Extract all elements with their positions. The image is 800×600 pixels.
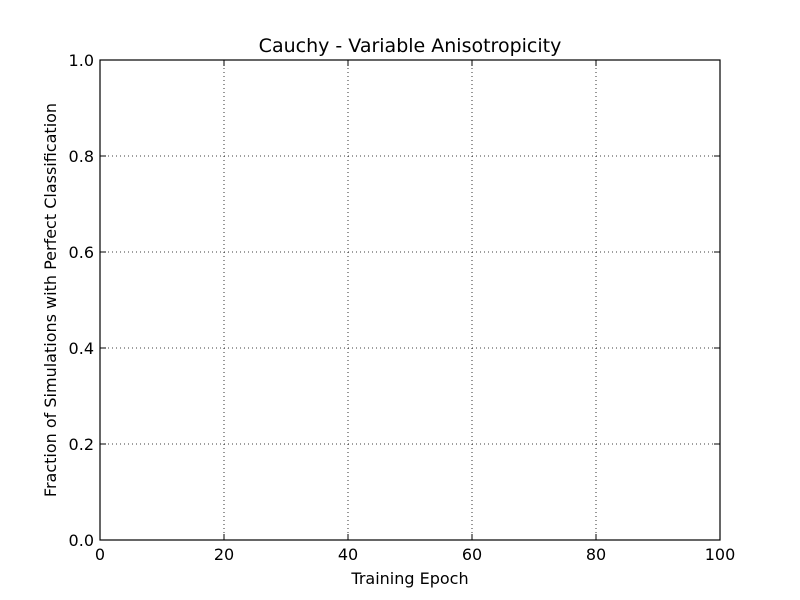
plot-background	[100, 60, 720, 540]
x-axis-label: Training Epoch	[350, 569, 468, 588]
y-axis-label: Fraction of Simulations with Perfect Cla…	[41, 103, 60, 497]
y-tick-label: 0.6	[69, 243, 94, 262]
plot-frame	[99, 59, 721, 541]
x-tick-label: 0	[95, 545, 105, 564]
tick-labels: 0 20 40 60 80 100 0.0 0.2 0.4 0.6 0.8 1.0	[69, 51, 736, 564]
x-tick-label: 20	[214, 545, 234, 564]
grid	[100, 60, 720, 540]
x-tick-label: 40	[338, 545, 358, 564]
chart-title: Cauchy - Variable Anisotropicity	[259, 35, 562, 57]
y-tick-label: 1.0	[69, 51, 94, 70]
x-tick-label: 100	[705, 545, 736, 564]
x-tick-label: 60	[462, 545, 482, 564]
y-tick-label: 0.4	[69, 339, 94, 358]
y-tick-label: 0.0	[69, 531, 94, 550]
y-tick-label: 0.2	[69, 435, 94, 454]
y-tick-label: 0.8	[69, 147, 94, 166]
x-tick-label: 80	[586, 545, 606, 564]
